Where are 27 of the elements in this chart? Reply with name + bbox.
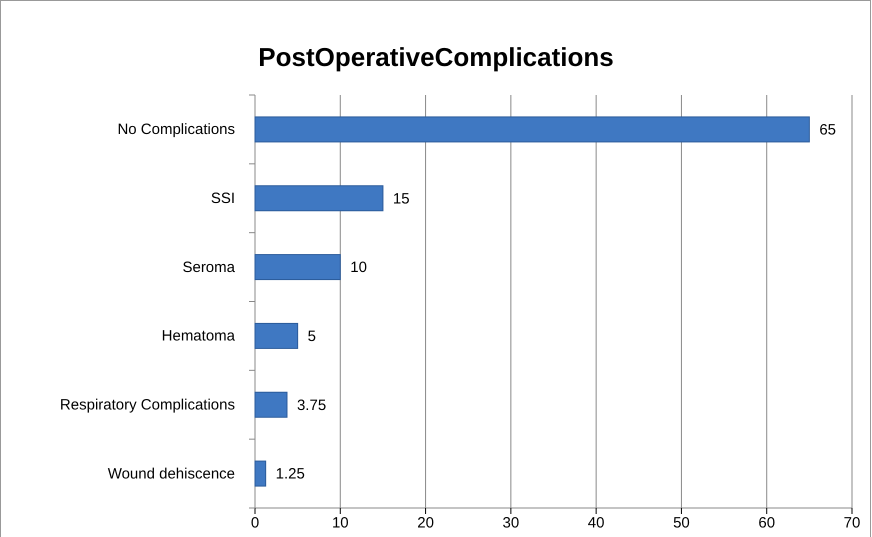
bar bbox=[254, 116, 810, 142]
data-label: 65 bbox=[819, 121, 836, 138]
x-tick-label: 60 bbox=[758, 514, 776, 532]
x-tick-label: 70 bbox=[844, 514, 860, 532]
bar bbox=[254, 254, 341, 280]
bar bbox=[254, 460, 266, 487]
y-tick-label: Seroma bbox=[182, 258, 236, 276]
data-label: 1.25 bbox=[276, 466, 305, 483]
data-label: 15 bbox=[392, 190, 410, 208]
y-tick-label: No Complications bbox=[117, 121, 235, 138]
x-tick-label: 10 bbox=[332, 514, 349, 532]
bar bbox=[254, 322, 298, 349]
y-tick-label: Wound dehiscence bbox=[108, 465, 235, 482]
y-tick-label: Hematoma bbox=[162, 328, 236, 345]
x-tick-label: 30 bbox=[502, 514, 520, 532]
data-label: 3.75 bbox=[296, 396, 326, 414]
y-tick-label: SSI bbox=[210, 190, 235, 208]
x-tick-label: 20 bbox=[417, 514, 434, 532]
x-tick-label: 40 bbox=[588, 514, 604, 532]
x-tick-label: 0 bbox=[250, 514, 260, 532]
data-label: 5 bbox=[308, 328, 316, 345]
y-tick-label: Respiratory Complications bbox=[60, 396, 235, 414]
data-label: 10 bbox=[350, 259, 367, 276]
chart-title: PostOperativeComplications bbox=[258, 42, 614, 72]
bar bbox=[254, 392, 288, 418]
bar bbox=[254, 185, 384, 212]
x-tick-label: 50 bbox=[673, 514, 690, 532]
